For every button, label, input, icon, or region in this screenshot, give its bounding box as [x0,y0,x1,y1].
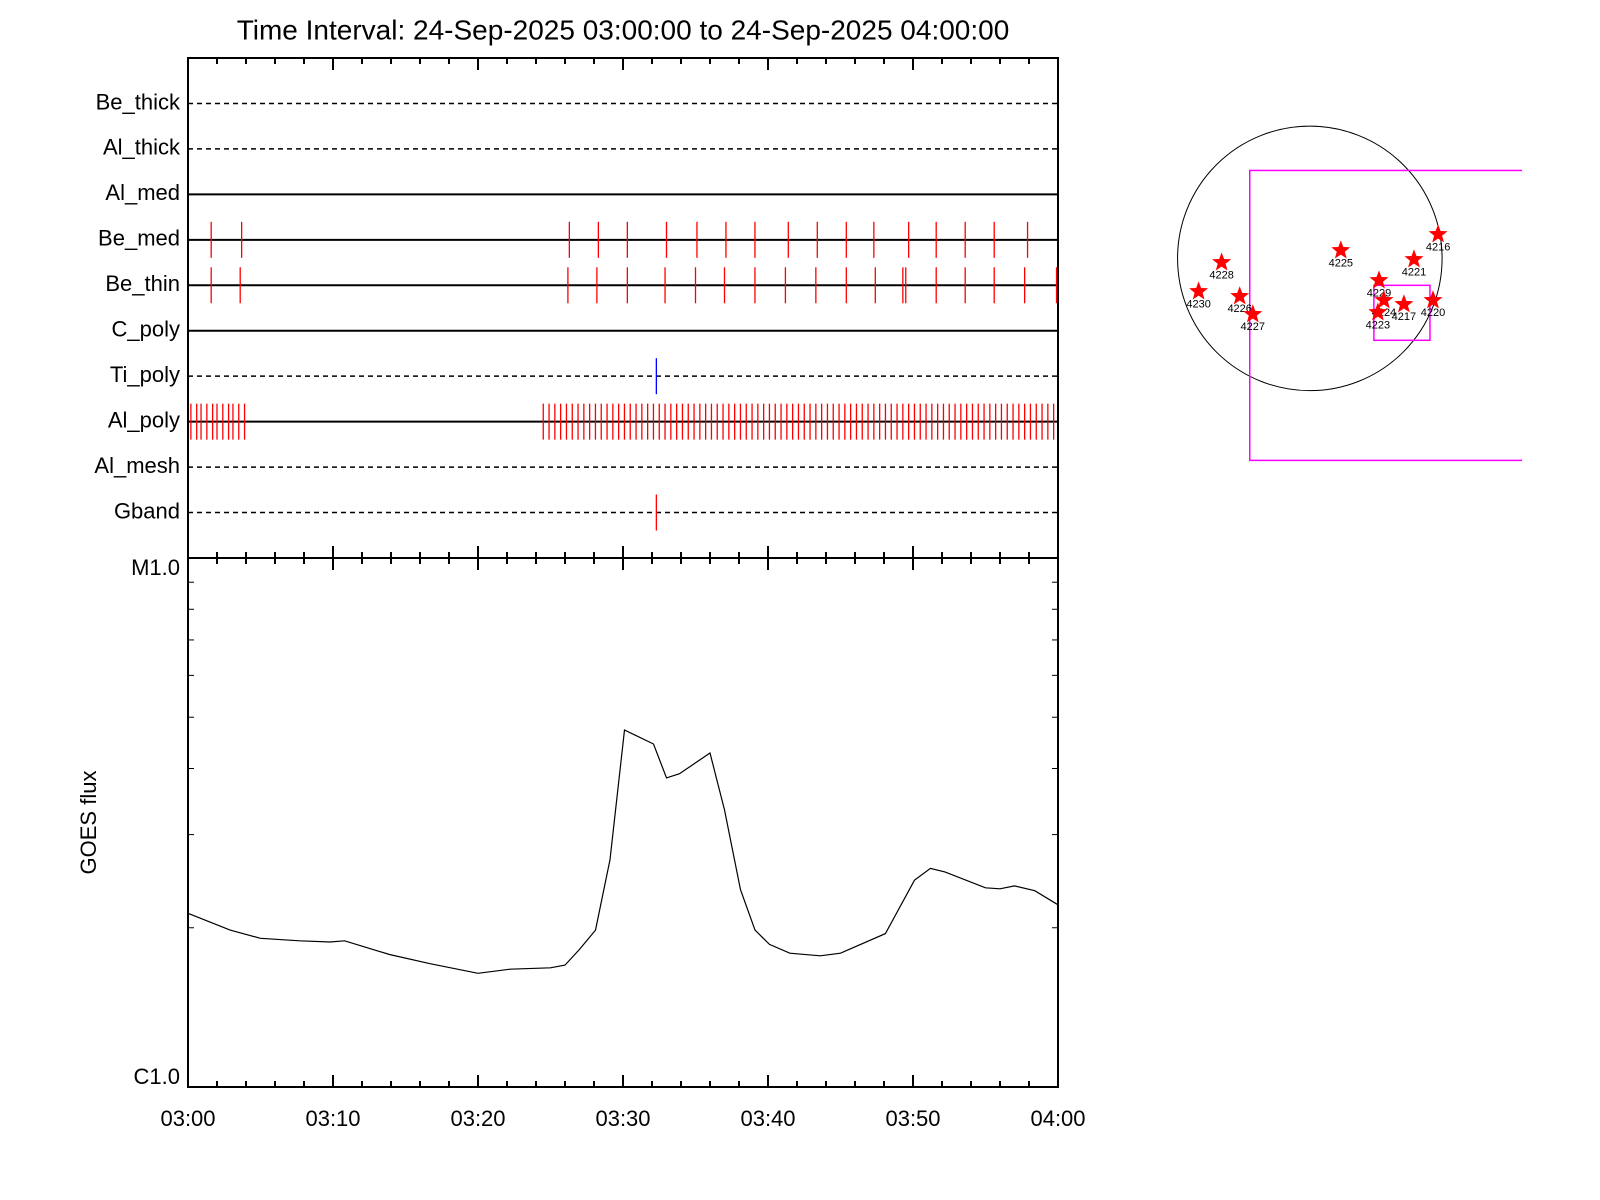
region-label: 4227 [1241,321,1265,333]
x-tick-label: 03:50 [885,1106,940,1131]
row-label: Be_thin [105,271,180,296]
row-label: Be_med [98,226,180,251]
region-label: 4230 [1186,298,1210,310]
region-star [1394,294,1414,313]
region-star [1243,304,1263,323]
x-tick-label: 03:40 [740,1106,795,1131]
region-star [1212,252,1232,271]
region-star [1428,224,1448,243]
panel-frame [187,557,1059,1088]
panel-frame [187,57,1059,559]
x-tick-label: 04:00 [1030,1106,1085,1131]
region-label: 4217 [1392,311,1416,323]
region-label: 4221 [1402,266,1426,278]
y-axis-label: GOES flux [76,771,101,875]
region-star [1374,290,1394,309]
row-label: Ti_poly [110,362,180,387]
region-star [1404,249,1424,268]
y-tick-label: C1.0 [134,1064,180,1089]
chart-title: Time Interval: 24-Sep-2025 03:00:00 to 2… [237,14,1010,45]
region-star [1368,302,1388,321]
row-label: Gband [114,498,180,523]
region-label: 4216 [1426,241,1450,253]
region-star [1189,281,1209,300]
region-label: 4220 [1421,307,1445,319]
solar-disk [1177,125,1443,392]
region-star [1331,240,1351,259]
x-tick-label: 03:30 [595,1106,650,1131]
region-label: 4228 [1209,269,1233,281]
region-label: 4223 [1366,319,1390,331]
region-label: 4225 [1329,257,1353,269]
row-label: Be_thick [96,89,181,114]
region-star [1230,286,1250,305]
x-tick-label: 03:20 [450,1106,505,1131]
row-label: Al_poly [108,407,180,432]
region-star [1369,270,1389,289]
row-label: Al_med [105,180,180,205]
region-star [1423,290,1443,309]
row-label: Al_thick [103,135,181,160]
row-label: C_poly [112,317,180,342]
flux-line [187,729,1059,974]
row-label: Al_mesh [94,453,180,478]
y-tick-label: M1.0 [131,555,180,580]
x-tick-label: 03:00 [160,1106,215,1131]
x-tick-label: 03:10 [305,1106,360,1131]
